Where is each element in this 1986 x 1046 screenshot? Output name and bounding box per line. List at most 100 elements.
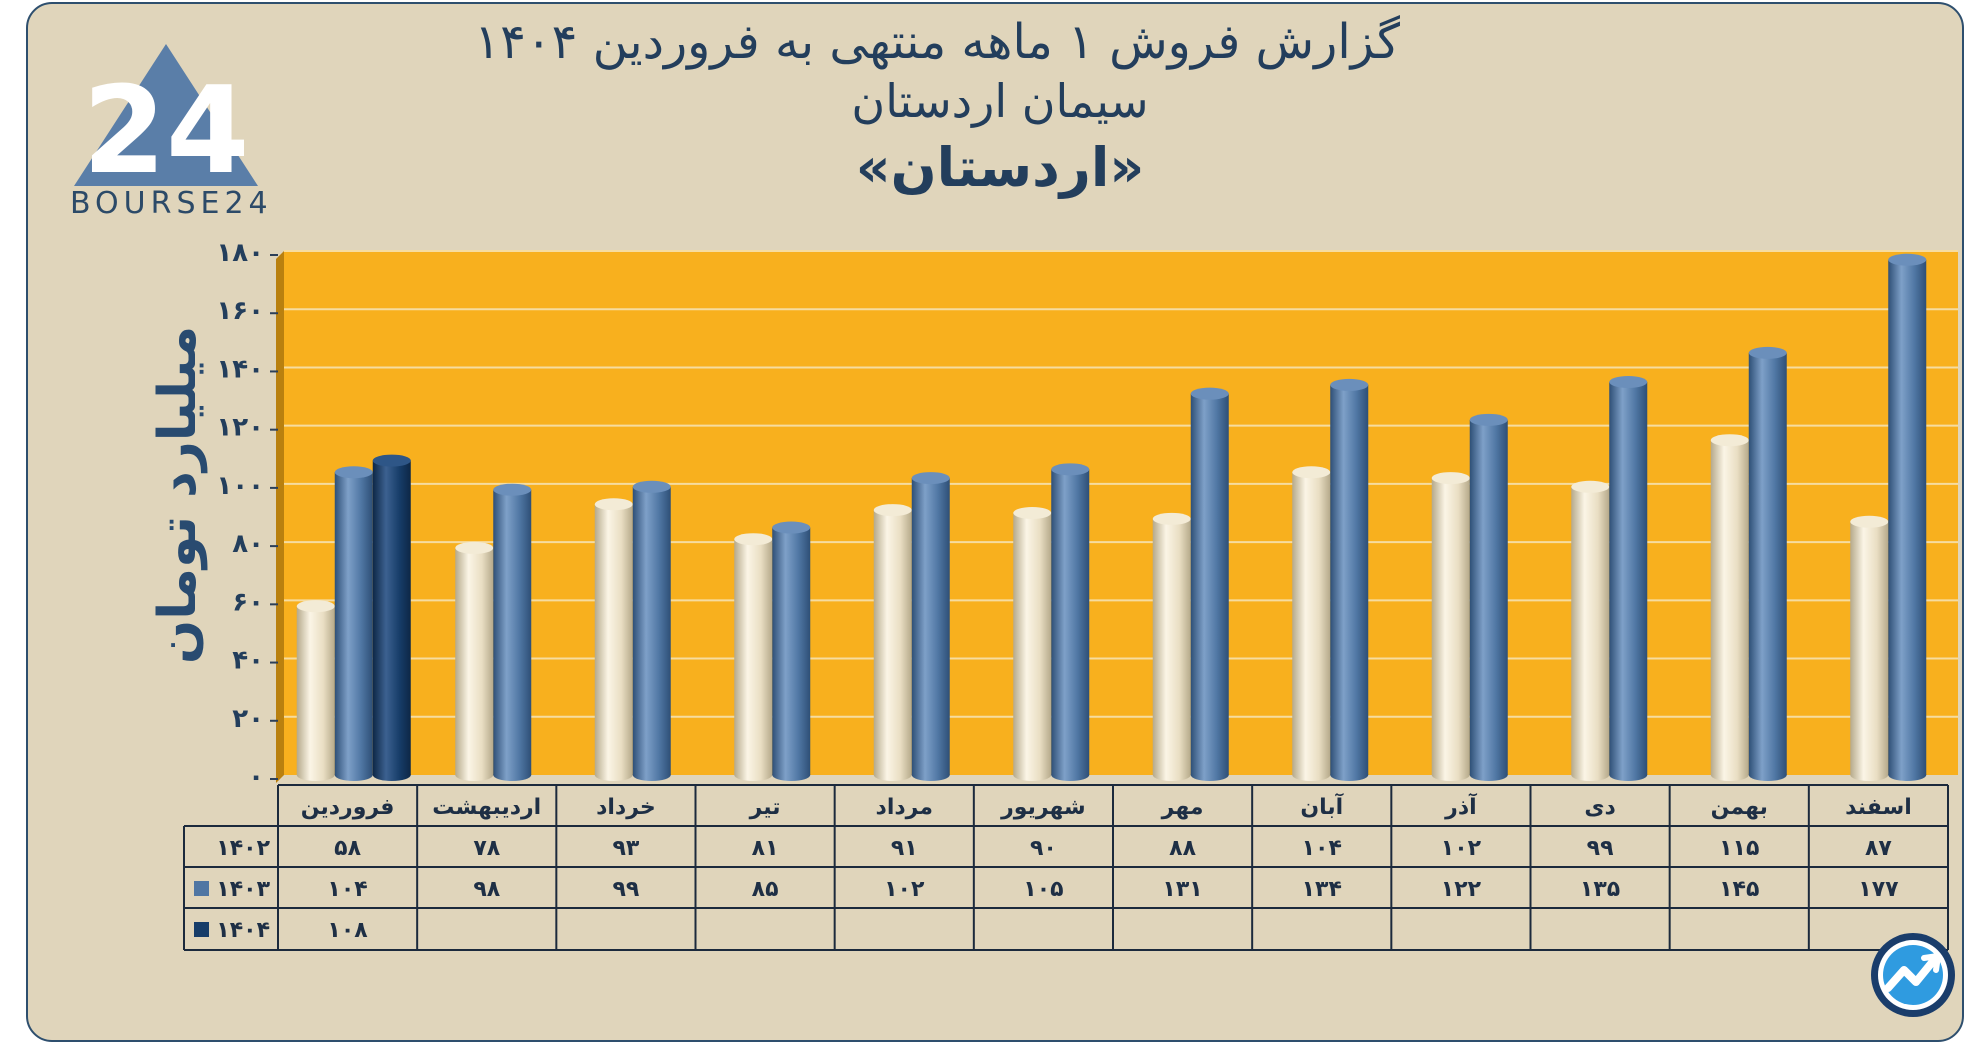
bar-cap: [1571, 480, 1610, 493]
bar-base: [632, 769, 671, 781]
x-tick-label: دی: [1584, 795, 1615, 820]
y-tick-label: ۰: [248, 762, 264, 792]
y-tick-label: ۶۰: [232, 587, 264, 617]
data-label: ۱۰۵: [1023, 877, 1063, 902]
bar-base: [1013, 769, 1052, 781]
data-label: ۱۰۸: [327, 918, 368, 943]
bar: [1431, 478, 1470, 775]
plot-side-wall: [276, 251, 284, 783]
bar-base: [873, 769, 912, 781]
data-label: ۱۳۵: [1580, 877, 1620, 902]
x-tick-label: تیر: [749, 795, 781, 820]
data-label: ۷۸: [473, 836, 500, 861]
data-label: ۹۹: [1587, 836, 1614, 861]
bar: [911, 478, 950, 775]
bar: [873, 510, 912, 775]
data-label: ۱۳۴: [1302, 877, 1342, 902]
bar-base: [1330, 769, 1369, 781]
bar-cap: [296, 600, 335, 613]
bar: [1013, 513, 1052, 775]
bar-base: [1850, 769, 1889, 781]
bar-cap: [1330, 378, 1369, 391]
svg-text:24: 24: [83, 62, 250, 190]
bar: [1330, 384, 1369, 775]
x-tick-label: اردیبهشت: [432, 795, 541, 820]
data-label: ۹۱: [891, 836, 918, 861]
bar-base: [772, 769, 811, 781]
y-axis-label: میلیارد تومان: [148, 325, 208, 665]
bar-cap: [1013, 507, 1052, 519]
bar-cap: [1469, 413, 1508, 426]
bar: [455, 547, 494, 775]
data-label: ۱۰۲: [1441, 836, 1482, 861]
bar-base: [1710, 769, 1749, 781]
bar-base: [1292, 769, 1331, 781]
plot-area: [284, 251, 1958, 775]
data-label: ۱۴۵: [1719, 877, 1759, 902]
data-label: ۸۷: [1865, 836, 1892, 861]
bar-cap: [734, 533, 773, 546]
y-tick-label: ۱۲۰: [216, 413, 264, 443]
legend-entry: ۱۴۰۲: [216, 836, 270, 861]
legend-swatch: [194, 922, 209, 937]
data-label: ۸۱: [752, 836, 779, 861]
data-label: ۱۰۲: [884, 877, 925, 902]
bar: [334, 472, 373, 775]
y-tick-label: ۱۰۰: [216, 471, 264, 501]
bar-base: [296, 769, 335, 781]
bar-base: [911, 769, 950, 781]
bar-base: [1888, 769, 1927, 781]
y-tick-label: ۲۰: [232, 704, 264, 734]
bar-cap: [772, 521, 811, 534]
bar-cap: [334, 466, 373, 479]
bourse24-logo: 24: [66, 40, 266, 230]
data-label: ۹۳: [612, 836, 639, 861]
logo-text: BOURSE24: [70, 186, 273, 221]
data-label: ۵۸: [334, 836, 361, 861]
trend-arrow-icon: [1868, 930, 1958, 1020]
data-label: ۸۵: [752, 877, 779, 902]
bar: [1888, 259, 1927, 775]
bar-cap: [1710, 434, 1749, 447]
bar-cap: [594, 498, 633, 511]
legend-entry: ۱۴۰۴: [216, 918, 270, 943]
bar-base: [1152, 769, 1191, 781]
bar-cap: [372, 454, 411, 467]
data-label: ۱۰۴: [327, 877, 367, 902]
bar-base: [734, 769, 773, 781]
data-label: ۱۰۴: [1302, 836, 1342, 861]
x-tick-label: مهر: [1161, 795, 1204, 820]
bar-base: [1571, 769, 1610, 781]
bar-cap: [493, 483, 532, 496]
bar-base: [372, 769, 411, 781]
data-label: ۹۸: [473, 877, 500, 902]
bar-base: [1748, 769, 1787, 781]
x-tick-label: بهمن: [1711, 795, 1768, 820]
data-label: ۱۱۵: [1719, 836, 1759, 861]
x-tick-label: آذر: [1444, 792, 1477, 820]
bar-base: [455, 769, 494, 781]
bar-base: [1431, 769, 1470, 781]
bar: [372, 460, 411, 775]
chart-title: گزارش فروش ۱ ماهه منتهی به فروردین ۱۴۰۴: [474, 14, 1400, 70]
bar: [1469, 419, 1508, 775]
bar-base: [1051, 769, 1090, 781]
bar: [1710, 440, 1749, 775]
data-label: ۱۲۲: [1441, 877, 1482, 902]
bar: [1748, 352, 1787, 775]
bar-cap: [873, 504, 912, 517]
bar-cap: [1748, 346, 1787, 359]
bar: [1152, 518, 1191, 775]
bar-cap: [1292, 466, 1331, 479]
bar: [772, 527, 811, 775]
bar: [296, 606, 335, 775]
chart-subtitle: سیمان اردستان: [851, 74, 1149, 128]
x-tick-label: شهریور: [1000, 795, 1086, 820]
y-tick-label: ۱۶۰: [216, 296, 264, 326]
bar-cap: [1850, 515, 1889, 528]
bar-cap: [1051, 463, 1090, 476]
bar: [734, 539, 773, 775]
bar: [1850, 521, 1889, 775]
bar: [594, 504, 633, 775]
bar-cap: [1609, 376, 1648, 388]
